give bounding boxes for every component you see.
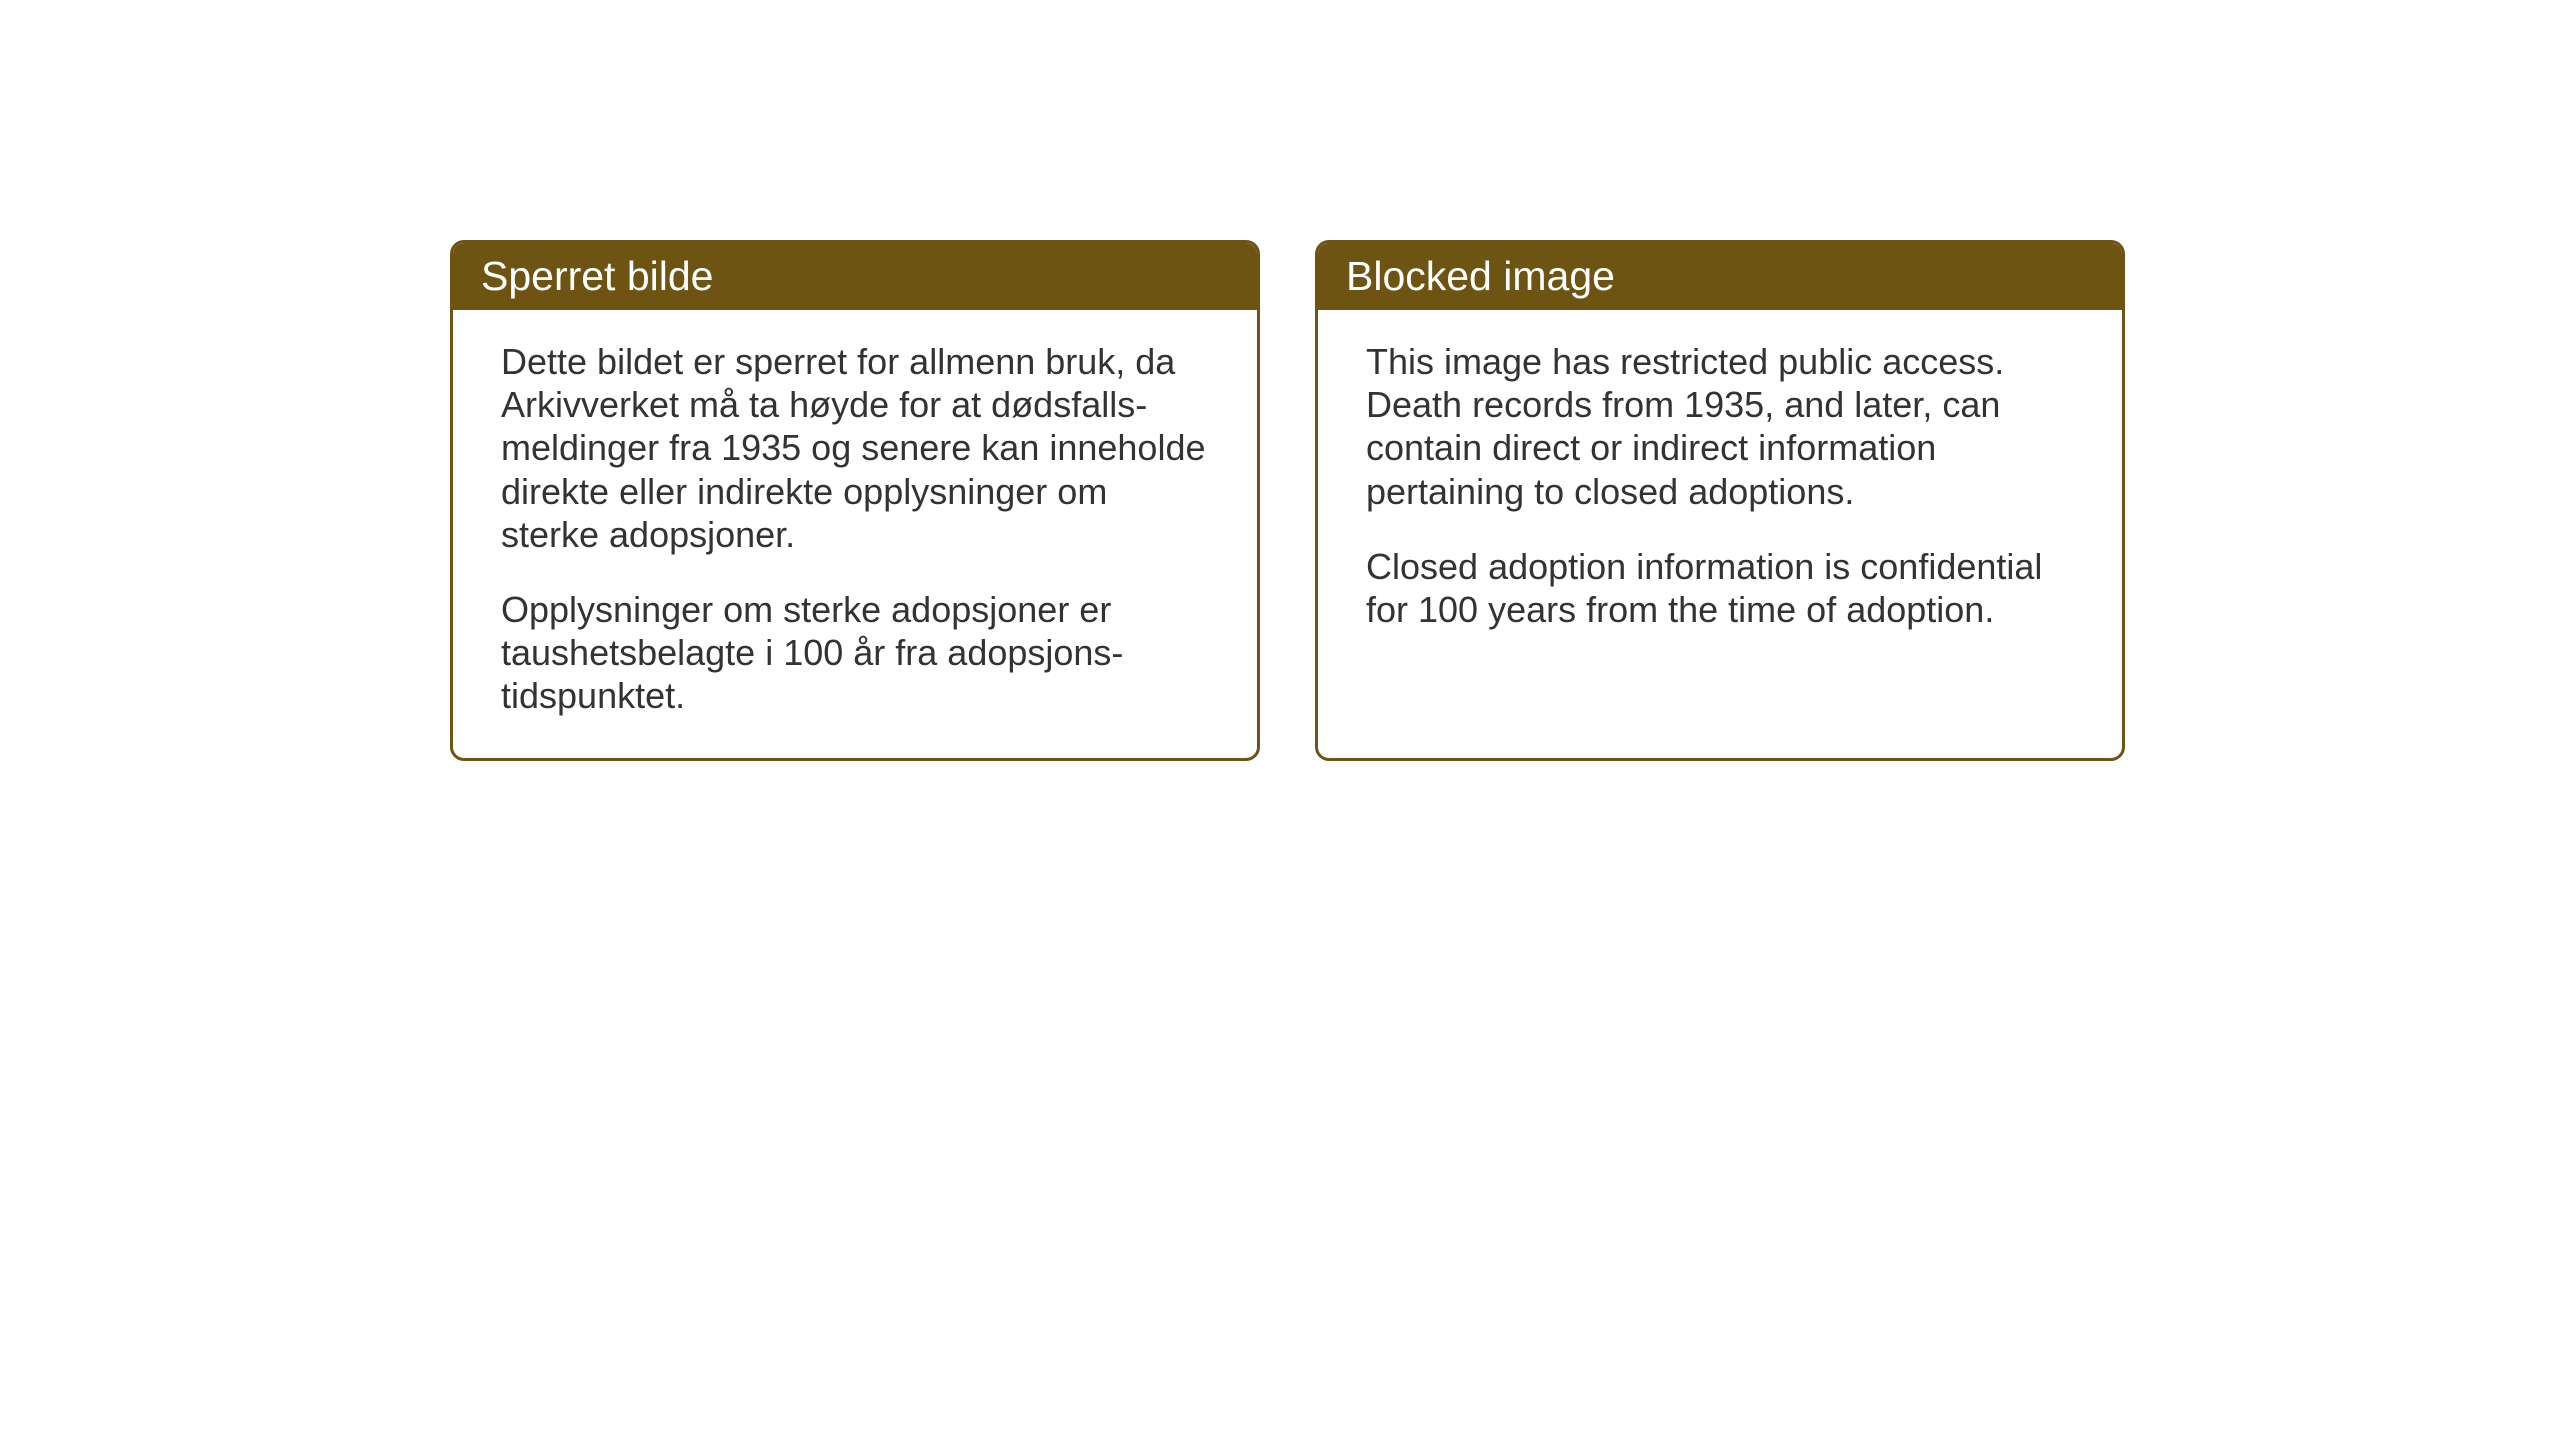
norwegian-card-title: Sperret bilde bbox=[481, 253, 713, 299]
english-paragraph-1: This image has restricted public access.… bbox=[1366, 340, 2074, 513]
norwegian-paragraph-2: Opplysninger om sterke adopsjoner er tau… bbox=[501, 588, 1209, 718]
norwegian-card: Sperret bilde Dette bildet er sperret fo… bbox=[450, 240, 1260, 761]
english-card-header: Blocked image bbox=[1318, 243, 2122, 310]
norwegian-card-header: Sperret bilde bbox=[453, 243, 1257, 310]
cards-container: Sperret bilde Dette bildet er sperret fo… bbox=[450, 240, 2125, 761]
english-paragraph-2: Closed adoption information is confident… bbox=[1366, 545, 2074, 631]
english-card-title: Blocked image bbox=[1346, 253, 1615, 299]
norwegian-paragraph-1: Dette bildet er sperret for allmenn bruk… bbox=[501, 340, 1209, 556]
norwegian-card-body: Dette bildet er sperret for allmenn bruk… bbox=[453, 310, 1257, 758]
english-card: Blocked image This image has restricted … bbox=[1315, 240, 2125, 761]
english-card-body: This image has restricted public access.… bbox=[1318, 310, 2122, 671]
